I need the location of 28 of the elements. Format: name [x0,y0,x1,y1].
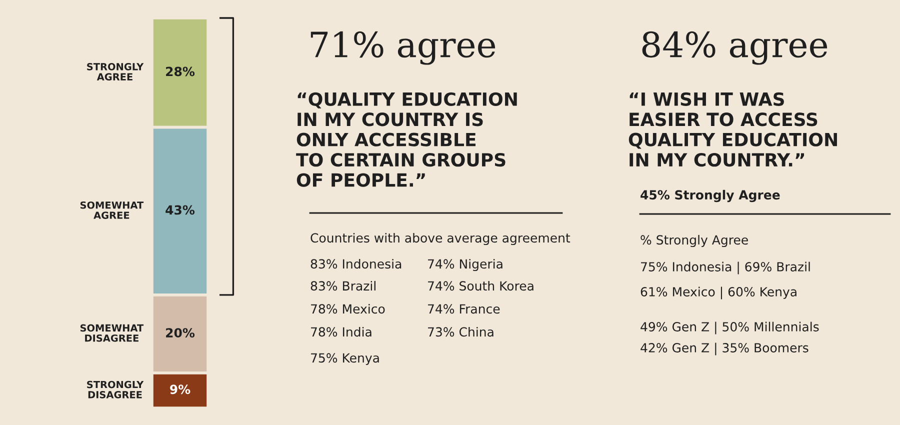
text: “I WISH IT WAS EASIER TO ACCESS QUALITY EDUCATION IN MY COUNTRY.” [628,92,837,167]
data-label: 20% [166,328,195,338]
series-label: SOMEWHAT AGREE [80,201,144,219]
text: 74% Nigeria [428,258,502,272]
series-label: SOMEWHAT DISAGREE [80,324,144,342]
text: 75% Kenya [311,353,379,366]
data-label: 43% [166,205,195,215]
text: 71% agree [310,31,496,65]
series-label: STRONGLY AGREE [87,62,144,80]
series-label: STRONGLY DISAGREE [87,380,144,398]
text: 74% France [428,304,500,314]
text: 61% Mexico | 60% Kenya [640,286,796,300]
data-label: 9% [170,384,190,394]
text: 78% Mexico [311,304,385,314]
text: 83% Brazil [310,280,376,291]
text: 45% Strongly Agree [640,190,780,202]
text: 83% Indonesia [310,258,402,269]
text: 49% Gen Z | 50% Millennials [640,322,819,334]
text: Countries with above average agreement [310,232,570,246]
data-label: 28% [166,66,195,76]
text: 78% India [311,326,372,337]
text: “QUALITY EDUCATION IN MY COUNTRY IS ONLY ACCESSIBLE TO CERTAIN GROUPS OF PEOPLE.” [296,92,517,187]
text: 75% Indonesia | 69% Brazil [641,262,810,274]
text: % Strongly Agree [640,234,748,248]
text: 73% China [428,326,494,337]
text: 42% Gen Z | 35% Boomers [640,342,808,356]
text: 74% South Korea [428,280,534,291]
text: 84% agree [642,31,828,65]
